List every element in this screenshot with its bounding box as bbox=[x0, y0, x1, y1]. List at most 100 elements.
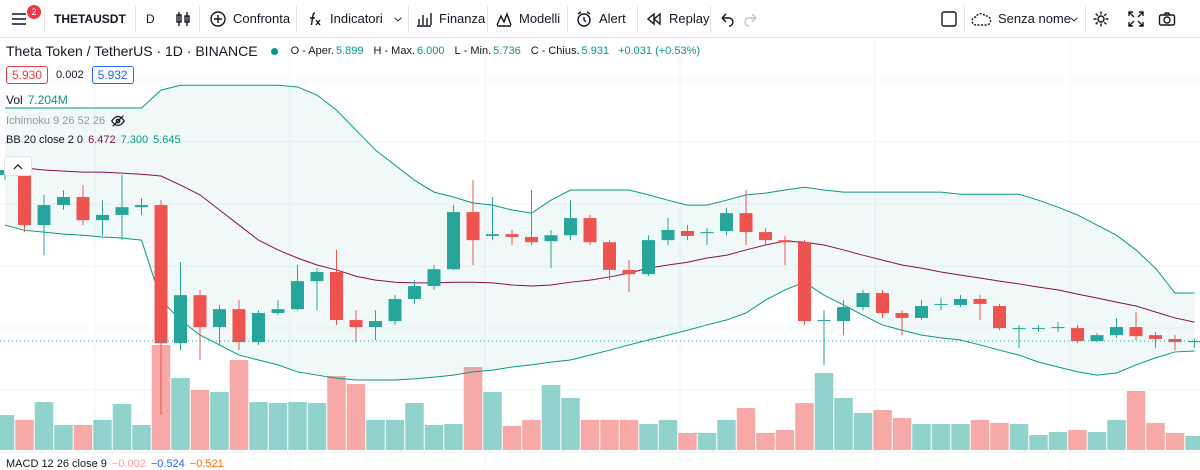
compare-button[interactable]: Confronta bbox=[209, 0, 290, 37]
menu-button[interactable] bbox=[10, 0, 28, 37]
chevron-icon bbox=[394, 16, 402, 22]
volume-bar bbox=[795, 403, 814, 450]
indicators-dropdown[interactable] bbox=[392, 0, 404, 37]
icon-shape bbox=[721, 13, 734, 27]
replay-button[interactable]: Replay bbox=[645, 0, 709, 37]
symbol-button[interactable]: THETAUSDT bbox=[54, 11, 126, 26]
candle-body bbox=[759, 232, 772, 241]
separator bbox=[710, 6, 711, 32]
candle-body bbox=[213, 309, 226, 328]
candle-body bbox=[271, 309, 285, 314]
save-button[interactable]: Senza nome bbox=[970, 0, 1071, 37]
candle-body bbox=[525, 236, 538, 243]
legend-row: Theta Token / TetherUS · 1D · BINANCE O-… bbox=[6, 43, 700, 59]
icon-shape bbox=[1097, 14, 1105, 23]
indicator-value: −0.524 bbox=[150, 458, 185, 470]
volume-bar bbox=[658, 419, 678, 450]
candle-body bbox=[505, 234, 519, 237]
layout-button[interactable] bbox=[940, 0, 958, 37]
volume-bar bbox=[892, 417, 912, 450]
fx-icon bbox=[310, 11, 321, 25]
separator bbox=[964, 6, 965, 32]
gear-icon bbox=[1093, 11, 1109, 26]
collapse-button[interactable] bbox=[4, 156, 32, 176]
volume-bar bbox=[424, 424, 444, 450]
volume-bar bbox=[1165, 432, 1185, 450]
candle-body bbox=[681, 231, 694, 236]
icon-shape bbox=[178, 11, 188, 26]
icon-shape bbox=[115, 118, 121, 124]
volume-bar bbox=[873, 410, 892, 450]
candle-body bbox=[427, 269, 441, 287]
hidden-icon[interactable] bbox=[110, 113, 126, 129]
undo-button[interactable] bbox=[718, 0, 736, 37]
separator bbox=[199, 6, 200, 32]
band-lower bbox=[4, 224, 1195, 381]
redo-button[interactable] bbox=[742, 0, 760, 37]
volume-bar bbox=[0, 415, 15, 450]
settings-button[interactable] bbox=[1092, 0, 1110, 37]
volume-bar bbox=[600, 419, 619, 450]
volume-bar bbox=[288, 402, 307, 450]
icon-shape bbox=[417, 12, 432, 27]
icon-shape bbox=[112, 115, 124, 127]
volume-bar bbox=[463, 367, 483, 450]
candle-body bbox=[57, 197, 70, 206]
snapshot-button[interactable] bbox=[1158, 0, 1176, 37]
save-dropdown[interactable] bbox=[1068, 0, 1080, 37]
volume-bar bbox=[1068, 430, 1087, 450]
templates-button[interactable]: Modelli bbox=[495, 0, 560, 37]
volume-bar bbox=[717, 419, 736, 450]
candle-body bbox=[661, 229, 675, 241]
candle-body bbox=[603, 242, 616, 270]
ask-box[interactable]: 5.932 bbox=[91, 66, 134, 84]
separator bbox=[487, 6, 488, 32]
volume-bar bbox=[307, 403, 327, 450]
volume-bar bbox=[229, 359, 249, 450]
status-dot bbox=[270, 47, 278, 55]
indicators-button[interactable]: Indicatori bbox=[306, 0, 383, 37]
candle-body bbox=[544, 235, 558, 242]
financials-button[interactable]: Finanza bbox=[415, 0, 485, 37]
ohlc-key: L bbox=[454, 45, 461, 57]
candle-body bbox=[778, 240, 792, 243]
separator bbox=[296, 6, 297, 32]
alert-button[interactable]: Alert bbox=[575, 0, 626, 37]
icon-shape bbox=[744, 13, 757, 27]
candle-body bbox=[642, 240, 655, 275]
volume-bar bbox=[112, 403, 132, 450]
bid-box[interactable]: 5.930 bbox=[6, 66, 49, 84]
fullscreen-button[interactable] bbox=[1127, 0, 1145, 37]
separator bbox=[135, 6, 136, 32]
camera-icon bbox=[1158, 11, 1176, 26]
indicator-value: −0.521 bbox=[189, 458, 224, 470]
ohlc-name: - Min. bbox=[463, 45, 492, 57]
redo-icon bbox=[744, 13, 757, 27]
indicator-name: BB 20 close 2 0 bbox=[6, 134, 84, 146]
cloud-icon bbox=[971, 12, 992, 26]
ohlc-key: O bbox=[290, 45, 300, 57]
ohlc-value: 6.000 bbox=[417, 45, 445, 57]
macd-legend: MACD 12 26 close 9 −0.002 −0.524 −0.521 bbox=[6, 458, 224, 470]
icon-shape bbox=[646, 12, 661, 25]
volume-bar bbox=[522, 419, 541, 450]
candle-body bbox=[564, 218, 577, 236]
candle-body bbox=[739, 213, 753, 233]
toolbar: 2 THETAUSDT D Confronta Indicatori Finan… bbox=[0, 0, 1200, 38]
candle-body bbox=[310, 272, 324, 282]
icon-shape bbox=[12, 12, 26, 25]
bars-icon bbox=[417, 12, 432, 27]
candle-body bbox=[856, 293, 870, 308]
candle-body bbox=[193, 295, 207, 328]
ohlc-name: - Max. bbox=[384, 45, 415, 57]
volume-bar bbox=[366, 419, 385, 450]
icon-shape bbox=[13, 163, 23, 169]
interval-button[interactable]: D bbox=[146, 11, 155, 26]
volume-bar bbox=[210, 391, 229, 450]
volume-bar bbox=[327, 376, 346, 450]
volume-bar bbox=[697, 432, 717, 450]
candle-body bbox=[466, 212, 480, 241]
chart-type-button[interactable] bbox=[174, 0, 192, 37]
ohlc-value: 5.931 bbox=[581, 45, 610, 57]
